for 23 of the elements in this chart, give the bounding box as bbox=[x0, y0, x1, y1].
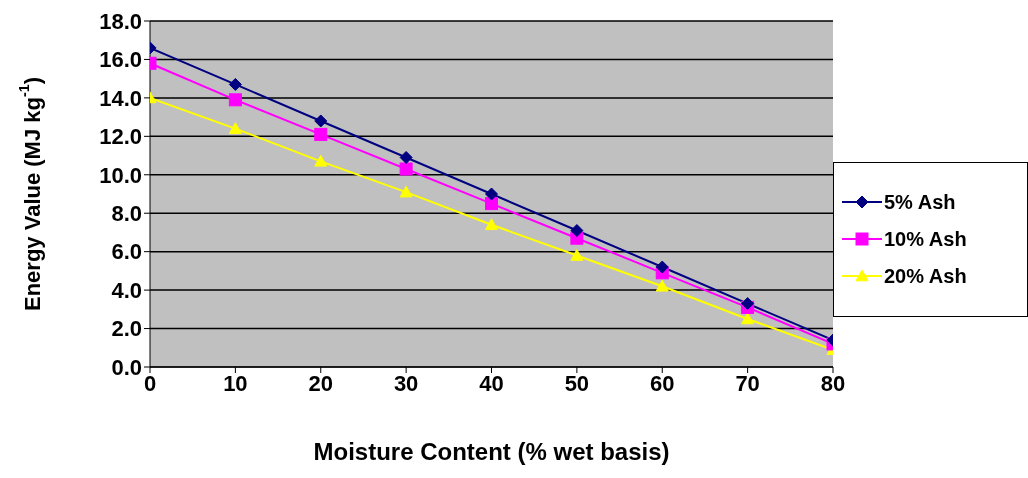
x-tick-label: 20 bbox=[308, 370, 333, 396]
x-tick-label: 60 bbox=[650, 370, 675, 396]
legend-label: 10% Ash bbox=[884, 227, 967, 251]
x-tick-label: 0 bbox=[143, 370, 157, 396]
y-tick-label: 10.0 bbox=[99, 162, 142, 188]
legend-label: 20% Ash bbox=[884, 264, 967, 288]
x-tick-label: 80 bbox=[820, 370, 846, 396]
x-tick-label: 50 bbox=[564, 370, 590, 396]
x-tick-label: 30 bbox=[393, 370, 419, 396]
y-tick-label: 4.0 bbox=[111, 277, 142, 303]
x-tick-label: 40 bbox=[479, 370, 504, 396]
y-tick-label: 12.0 bbox=[99, 124, 142, 150]
y-tick-label: 0.0 bbox=[111, 354, 142, 380]
x-tick-label: 70 bbox=[735, 370, 760, 396]
y-tick-label: 2.0 bbox=[111, 316, 142, 342]
legend-label: 5% Ash bbox=[884, 190, 956, 214]
y-tick-label: 14.0 bbox=[99, 85, 142, 111]
y-tick-label: 8.0 bbox=[111, 201, 142, 227]
y-tick-label: 18.0 bbox=[99, 8, 142, 34]
y-tick-label: 6.0 bbox=[111, 239, 142, 265]
y-tick-label: 16.0 bbox=[99, 47, 142, 73]
x-axis-title: Moisture Content (% wet basis) bbox=[313, 438, 670, 465]
x-tick-label: 10 bbox=[223, 370, 248, 396]
